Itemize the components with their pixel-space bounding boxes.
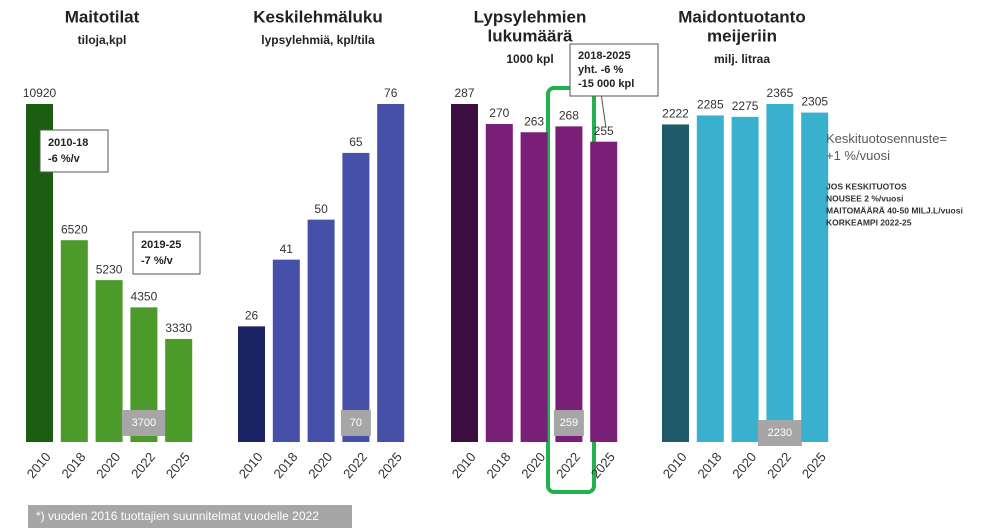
value-label: 50 xyxy=(314,202,328,216)
annotation: KORKEAMPI 2022-25 xyxy=(826,217,912,227)
value-label: 268 xyxy=(559,109,579,123)
x-tick-label: 2018 xyxy=(270,449,300,481)
chart-title: Maidontuotanto xyxy=(678,7,805,26)
annotation: Keskituotosennuste= xyxy=(826,131,947,146)
bar xyxy=(307,219,335,442)
bar xyxy=(342,152,370,442)
annotation: 2010-18 xyxy=(48,137,88,149)
bar xyxy=(590,141,618,443)
value-label: 2275 xyxy=(732,99,759,113)
bar xyxy=(165,338,193,442)
value-label: 41 xyxy=(280,242,294,256)
value-label: 4350 xyxy=(131,290,158,304)
value-label: 10920 xyxy=(23,86,57,100)
annotation-box xyxy=(569,43,659,97)
plan-label: 70 xyxy=(350,417,362,429)
annotation-box xyxy=(39,129,109,173)
chart-subtitle: milj. litraa xyxy=(714,52,770,66)
annotation: yht. -6 % xyxy=(578,64,623,76)
plan-label: 3700 xyxy=(132,417,156,429)
footnote-box xyxy=(28,505,352,528)
bar xyxy=(801,112,829,443)
chart-title: meijeriin xyxy=(707,26,777,45)
value-label: 263 xyxy=(524,114,544,128)
x-tick-label: 2022 xyxy=(553,449,583,481)
x-tick-label: 2020 xyxy=(305,449,335,481)
annotation: JOS KESKITUOTOS xyxy=(826,181,907,191)
value-label: 2285 xyxy=(697,98,724,112)
bar xyxy=(451,104,478,442)
x-tick-label: 2010 xyxy=(236,449,266,481)
x-tick-label: 2010 xyxy=(660,449,690,481)
chart-subtitle: tiloja,kpl xyxy=(78,33,127,47)
annotation: 2019-25 xyxy=(141,239,181,251)
x-tick-label: 2018 xyxy=(58,449,88,481)
plan-label: 259 xyxy=(560,417,578,429)
x-tick-label: 2022 xyxy=(764,449,794,481)
value-label: 3330 xyxy=(165,321,192,335)
x-tick-label: 2022 xyxy=(340,449,370,481)
x-tick-label: 2018 xyxy=(483,449,513,481)
chart-title: lukumäärä xyxy=(487,26,573,45)
x-tick-label: 2025 xyxy=(375,449,405,481)
x-tick-label: 2018 xyxy=(694,449,724,481)
plan-label: 2230 xyxy=(768,427,792,439)
value-label: 6520 xyxy=(61,222,88,236)
x-tick-label: 2010 xyxy=(24,449,54,481)
bar xyxy=(238,326,265,442)
x-tick-label: 2010 xyxy=(449,449,479,481)
bar xyxy=(520,132,548,442)
bar xyxy=(485,124,513,442)
bar xyxy=(731,116,759,442)
annotation: +1 %/vuosi xyxy=(826,148,890,163)
x-tick-label: 2025 xyxy=(163,449,193,481)
chart-title: Lypsylehmien xyxy=(474,7,587,26)
value-label: 65 xyxy=(349,135,363,149)
bar xyxy=(272,259,300,442)
x-tick-label: 2025 xyxy=(799,449,829,481)
bar xyxy=(377,104,405,442)
bar xyxy=(60,240,88,442)
value-label: 2365 xyxy=(767,86,794,100)
annotation-box xyxy=(132,231,201,275)
bar xyxy=(662,124,689,443)
x-tick-label: 2020 xyxy=(93,449,123,481)
value-label: 287 xyxy=(454,86,474,100)
bar xyxy=(696,115,724,442)
x-tick-label: 2020 xyxy=(518,449,548,481)
chart-title: Maitotilat xyxy=(65,7,140,26)
value-label: 2305 xyxy=(801,95,828,109)
value-label: 255 xyxy=(594,124,614,138)
chart-subtitle: 1000 kpl xyxy=(506,52,553,66)
annotation: -15 000 kpl xyxy=(578,78,634,90)
annotation: NOUSEE 2 %/vuosi xyxy=(826,193,903,203)
x-tick-label: 2020 xyxy=(729,449,759,481)
chart-subtitle: lypsylehmiä, kpl/tila xyxy=(261,33,375,47)
annotation: 2018-2025 xyxy=(578,50,631,62)
chart-title: Keskilehmäluku xyxy=(253,7,382,26)
annotation: -6 %/v xyxy=(48,153,81,165)
x-tick-label: 2022 xyxy=(128,449,158,481)
bar xyxy=(766,104,794,442)
value-label: 26 xyxy=(245,309,259,323)
bar xyxy=(555,126,583,442)
value-label: 2222 xyxy=(662,107,689,121)
value-label: 270 xyxy=(489,106,509,120)
plan-box xyxy=(121,410,166,436)
bar xyxy=(95,280,123,442)
footnote: *) vuoden 2016 tuottajien suunnitelmat v… xyxy=(36,509,319,523)
plan-box xyxy=(553,410,584,436)
value-label: 5230 xyxy=(96,262,123,276)
value-label: 76 xyxy=(384,86,398,100)
plan-box xyxy=(340,410,371,436)
plan-box xyxy=(757,420,802,446)
annotation: -7 %/v xyxy=(141,255,174,267)
annotation: MAITOMÄÄRÄ 40-50 MILJ.L/vuosi xyxy=(826,205,963,215)
